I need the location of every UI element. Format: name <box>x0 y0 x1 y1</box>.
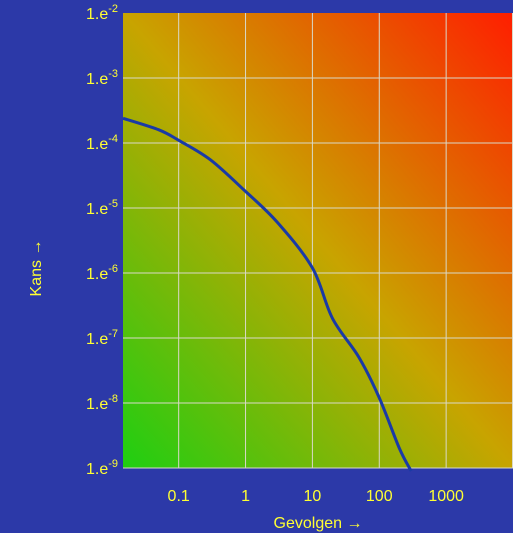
x-axis-ticks: 0.1 1 10 100 1000 <box>168 488 464 505</box>
x-tick-label: 10 <box>304 488 322 505</box>
y-axis-title: Kans → <box>28 240 45 297</box>
y-tick-label: 1.e-4 <box>86 133 118 153</box>
x-tick-label: 1 <box>241 488 250 505</box>
y-tick-label: 1.e-8 <box>86 393 118 413</box>
x-axis-title: Gevolgen → <box>274 515 363 532</box>
y-axis-ticks: 1.e-2 1.e-3 1.e-4 1.e-5 1.e-6 1.e-7 1.e-8 1.e-9 <box>86 3 118 478</box>
y-tick-label: 1.e-9 <box>86 458 118 478</box>
x-tick-label: 0.1 <box>168 488 190 505</box>
x-tick-label: 1000 <box>428 488 464 505</box>
series-line <box>122 116 413 472</box>
y-tick-label: 1.e-7 <box>86 328 118 348</box>
y-tick-label: 1.e-2 <box>86 3 118 23</box>
y-tick-label: 1.e-3 <box>86 68 118 88</box>
x-tick-label: 100 <box>366 488 393 505</box>
y-tick-label: 1.e-5 <box>86 198 118 218</box>
plot-area <box>123 13 513 468</box>
y-tick-label: 1.e-6 <box>86 263 118 283</box>
